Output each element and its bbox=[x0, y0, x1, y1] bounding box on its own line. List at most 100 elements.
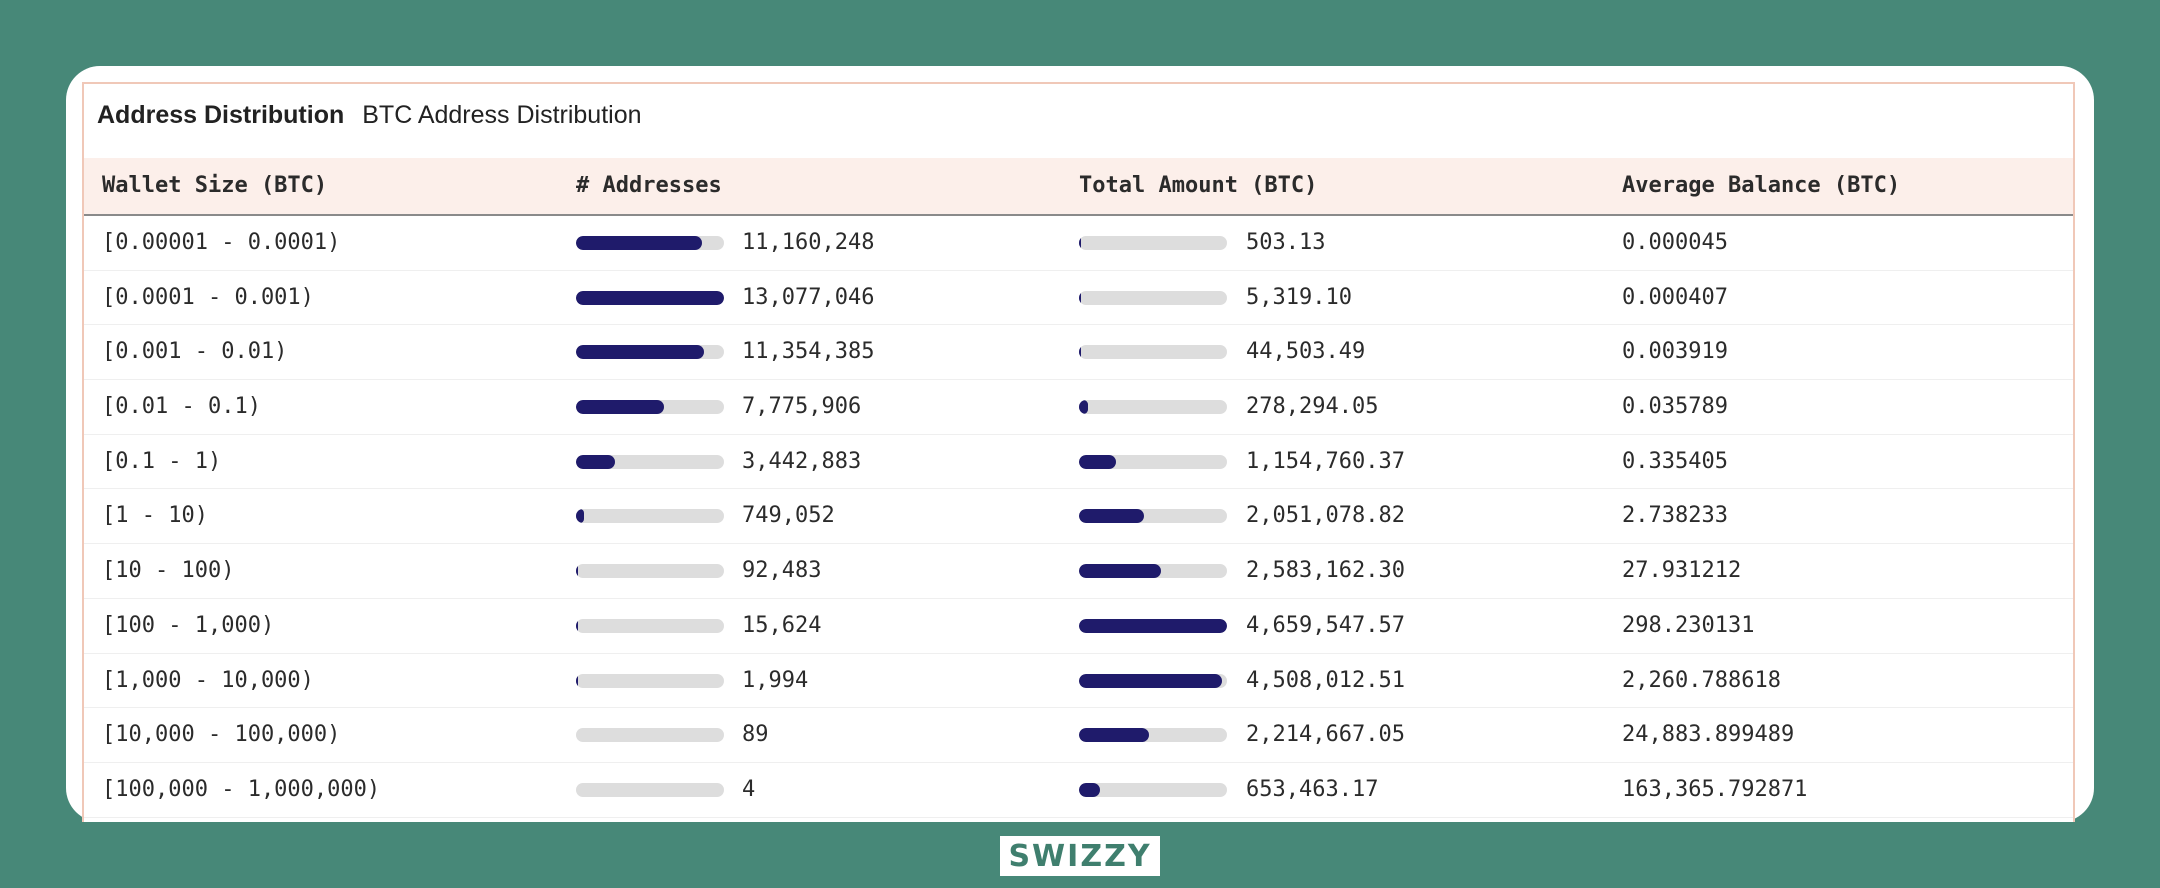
wallet-size-cell: [100 - 1,000) bbox=[102, 612, 275, 638]
table-row[interactable]: [0.01 - 0.1) 7,775,906 278,294.05 0.0357… bbox=[84, 380, 2073, 435]
table-row[interactable]: [1,000 - 10,000) 1,994 4,508,012.51 2,26… bbox=[84, 654, 2073, 709]
wallet-size-cell: [0.0001 - 0.001) bbox=[102, 284, 314, 310]
addresses-cell: 15,624 bbox=[742, 612, 822, 638]
addresses-cell: 11,160,248 bbox=[742, 230, 875, 255]
addresses-cell: 4 bbox=[742, 776, 756, 802]
total-amount-bar bbox=[1079, 509, 1227, 524]
wallet-size-cell: [0.001 - 0.01) bbox=[102, 339, 288, 365]
total-amount-cell: 653,463.17 bbox=[1246, 776, 1379, 802]
total-amount-bar bbox=[1079, 564, 1227, 579]
addresses-bar-fill bbox=[576, 564, 579, 579]
addresses-bar-fill bbox=[576, 673, 579, 688]
average-balance-cell: 0.000407 bbox=[1622, 284, 1728, 310]
total-amount-bar-fill bbox=[1079, 618, 1227, 633]
total-amount-bar-fill bbox=[1079, 400, 1088, 415]
average-balance-cell: 24,883.899489 bbox=[1622, 722, 1795, 748]
addresses-bar-fill bbox=[576, 400, 665, 415]
addresses-cell: 749,052 bbox=[742, 503, 835, 529]
addresses-bar bbox=[576, 345, 724, 360]
total-amount-bar bbox=[1079, 728, 1227, 743]
addresses-bar-fill bbox=[576, 345, 705, 360]
total-amount-bar-fill bbox=[1079, 454, 1116, 469]
total-amount-bar bbox=[1079, 345, 1227, 360]
addresses-cell: 3,442,883 bbox=[742, 448, 862, 474]
column-header-total-amount[interactable]: Total Amount (BTC) bbox=[1079, 173, 1318, 198]
total-amount-bar-fill bbox=[1079, 673, 1223, 688]
total-amount-cell: 2,214,667.05 bbox=[1246, 722, 1405, 748]
total-amount-cell: 2,051,078.82 bbox=[1246, 503, 1405, 529]
wallet-size-cell: [10 - 100) bbox=[102, 558, 235, 584]
total-amount-bar-fill bbox=[1079, 564, 1161, 579]
average-balance-cell: 298.230131 bbox=[1622, 612, 1755, 638]
total-amount-bar-fill bbox=[1079, 782, 1100, 797]
total-amount-bar-fill bbox=[1079, 728, 1150, 743]
address-distribution-panel: Address Distribution BTC Address Distrib… bbox=[82, 82, 2075, 822]
wallet-size-cell: [1,000 - 10,000) bbox=[102, 667, 314, 693]
wallet-size-cell: [100,000 - 1,000,000) bbox=[102, 776, 381, 802]
table-row[interactable]: [10 - 100) 92,483 2,583,162.30 27.931212 bbox=[84, 544, 2073, 599]
table-row[interactable]: [100,000 - 1,000,000) 4 653,463.17 163,3… bbox=[84, 763, 2073, 818]
average-balance-cell: 0.335405 bbox=[1622, 448, 1728, 474]
table-row[interactable]: [0.1 - 1) 3,442,883 1,154,760.37 0.33540… bbox=[84, 435, 2073, 490]
average-balance-cell: 2.738233 bbox=[1622, 503, 1728, 529]
addresses-bar bbox=[576, 673, 724, 688]
table-row[interactable]: [0.00001 - 0.0001) 11,160,248 503.13 0.0… bbox=[84, 216, 2073, 271]
addresses-bar bbox=[576, 454, 724, 469]
addresses-bar bbox=[576, 509, 724, 524]
total-amount-cell: 4,508,012.51 bbox=[1246, 667, 1405, 693]
addresses-bar-fill bbox=[576, 290, 724, 305]
addresses-bar bbox=[576, 290, 724, 305]
average-balance-cell: 0.003919 bbox=[1622, 339, 1728, 365]
addresses-cell: 13,077,046 bbox=[742, 284, 875, 310]
table-row[interactable]: [0.0001 - 0.001) 13,077,046 5,319.10 0.0… bbox=[84, 271, 2073, 326]
panel-title: Address Distribution bbox=[97, 100, 345, 129]
total-amount-cell: 2,583,162.30 bbox=[1246, 558, 1405, 584]
total-amount-bar bbox=[1079, 400, 1227, 415]
panel-subtitle: BTC Address Distribution bbox=[362, 100, 642, 129]
average-balance-cell: 27.931212 bbox=[1622, 558, 1742, 584]
total-amount-bar bbox=[1079, 673, 1227, 688]
addresses-cell: 7,775,906 bbox=[742, 394, 862, 420]
addresses-bar bbox=[576, 728, 724, 743]
addresses-bar-fill bbox=[576, 236, 703, 250]
addresses-cell: 92,483 bbox=[742, 558, 822, 584]
total-amount-cell: 503.13 bbox=[1246, 230, 1326, 255]
addresses-bar bbox=[576, 236, 724, 250]
table-row[interactable]: [10,000 - 100,000) 89 2,214,667.05 24,88… bbox=[84, 708, 2073, 763]
table-body: [0.00001 - 0.0001) 11,160,248 503.13 0.0… bbox=[84, 216, 2073, 818]
addresses-bar bbox=[576, 782, 724, 797]
table-row[interactable]: [1 - 10) 749,052 2,051,078.82 2.738233 bbox=[84, 489, 2073, 545]
column-header-average-balance[interactable]: Average Balance (BTC) bbox=[1622, 173, 1901, 198]
total-amount-cell: 1,154,760.37 bbox=[1246, 448, 1405, 474]
panel-header: Address Distribution BTC Address Distrib… bbox=[97, 98, 642, 132]
addresses-cell: 11,354,385 bbox=[742, 339, 875, 365]
total-amount-bar bbox=[1079, 782, 1227, 797]
total-amount-bar-fill bbox=[1079, 290, 1082, 305]
total-amount-cell: 5,319.10 bbox=[1246, 284, 1352, 310]
addresses-bar-fill bbox=[576, 509, 585, 524]
swizzy-logo: SWIZZY bbox=[1000, 836, 1160, 876]
average-balance-cell: 163,365.792871 bbox=[1622, 776, 1808, 802]
total-amount-bar-fill bbox=[1079, 509, 1145, 524]
wallet-size-cell: [0.00001 - 0.0001) bbox=[102, 230, 341, 255]
column-header-wallet-size[interactable]: Wallet Size (BTC) bbox=[102, 173, 328, 198]
table-row[interactable]: [0.001 - 0.01) 11,354,385 44,503.49 0.00… bbox=[84, 325, 2073, 381]
table-header: Wallet Size (BTC) # Addresses Total Amou… bbox=[84, 158, 2073, 216]
total-amount-bar-fill bbox=[1079, 345, 1082, 360]
addresses-cell: 1,994 bbox=[742, 667, 809, 693]
average-balance-cell: 0.000045 bbox=[1622, 230, 1728, 255]
table-row[interactable]: [100 - 1,000) 15,624 4,659,547.57 298.23… bbox=[84, 599, 2073, 654]
wallet-size-cell: [0.01 - 0.1) bbox=[102, 394, 261, 420]
total-amount-cell: 44,503.49 bbox=[1246, 339, 1366, 365]
total-amount-bar bbox=[1079, 290, 1227, 305]
column-header-addresses[interactable]: # Addresses bbox=[576, 173, 722, 198]
addresses-bar-fill bbox=[576, 454, 615, 469]
addresses-bar-fill bbox=[576, 618, 579, 633]
addresses-cell: 89 bbox=[742, 722, 769, 748]
total-amount-bar bbox=[1079, 236, 1227, 250]
wallet-size-cell: [10,000 - 100,000) bbox=[102, 722, 341, 748]
total-amount-bar bbox=[1079, 618, 1227, 633]
wallet-size-cell: [1 - 10) bbox=[102, 503, 208, 529]
addresses-bar bbox=[576, 618, 724, 633]
average-balance-cell: 2,260.788618 bbox=[1622, 667, 1781, 693]
